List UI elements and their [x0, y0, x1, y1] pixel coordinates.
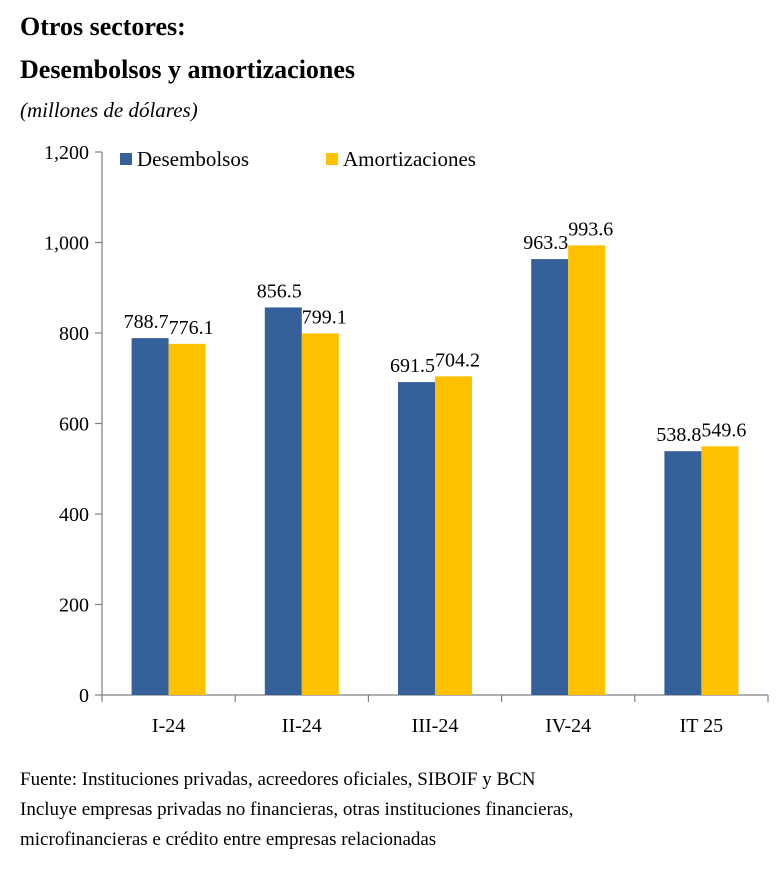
chart-title-line2: Desembolsos y amortizaciones — [20, 55, 356, 84]
axes: 0 200 400 600 800 1,000 1,200 I-24 II-24 III-24 IV… — [44, 142, 769, 737]
bar-amortizaciones — [301, 333, 339, 695]
bar-amortizaciones — [168, 343, 206, 695]
y-tick-label: 1,000 — [44, 233, 89, 255]
y-tick-label: 200 — [59, 595, 89, 617]
bar-amortizaciones — [435, 376, 472, 695]
legend-swatch — [326, 153, 338, 165]
bar-amortizaciones — [568, 245, 606, 695]
source-line-1: Fuente: Instituciones privadas, acreedor… — [20, 769, 536, 790]
bars — [131, 245, 739, 695]
source-note: Fuente: Instituciones privadas, acreedor… — [20, 765, 760, 855]
data-label: 799.1 — [302, 306, 347, 328]
data-label: 856.5 — [257, 280, 302, 302]
y-tick-label: 1,200 — [44, 142, 89, 164]
source-line-2: Incluye empresas privadas no financieras… — [20, 799, 574, 820]
bar-desembolsos — [398, 382, 435, 695]
data-label: 691.5 — [390, 355, 435, 377]
data-label: 963.3 — [523, 232, 568, 254]
chart-title-line1: Otros sectores: — [20, 12, 186, 41]
source-line-3: microfinancieras e crédito entre empresa… — [20, 829, 437, 850]
data-label: 776.1 — [169, 317, 214, 339]
x-tick-label: I-24 — [152, 715, 185, 737]
chart-subtitle: (millones de dólares) — [20, 98, 198, 122]
bar-amortizaciones — [701, 446, 739, 695]
data-label: 788.7 — [124, 311, 169, 333]
data-label: 549.6 — [701, 419, 746, 441]
bar-desembolsos — [131, 338, 169, 695]
legend-label: Desembolsos — [137, 147, 249, 171]
bar-desembolsos — [531, 259, 569, 695]
y-tick-label: 800 — [59, 323, 89, 345]
legend: Desembolsos Amortizaciones — [120, 147, 476, 171]
x-tick-label: III-24 — [412, 715, 459, 737]
bar-desembolsos — [264, 307, 302, 695]
legend-label: Amortizaciones — [343, 147, 476, 171]
y-tick-label: 400 — [59, 504, 89, 526]
y-tick-label: 600 — [59, 414, 89, 436]
bar-chart: 0 200 400 600 800 1,000 1,200 I-24 II-24 III-24 IV… — [44, 142, 769, 737]
data-label: 538.8 — [656, 424, 701, 446]
x-tick-label: IV-24 — [545, 715, 591, 737]
y-tick-label: 0 — [79, 685, 89, 707]
x-tick-label: IT 25 — [680, 715, 724, 737]
data-label: 993.6 — [568, 218, 613, 240]
legend-swatch — [120, 153, 132, 165]
data-label: 704.2 — [435, 349, 480, 371]
x-tick-label: II-24 — [282, 715, 322, 737]
bar-desembolsos — [664, 451, 702, 695]
